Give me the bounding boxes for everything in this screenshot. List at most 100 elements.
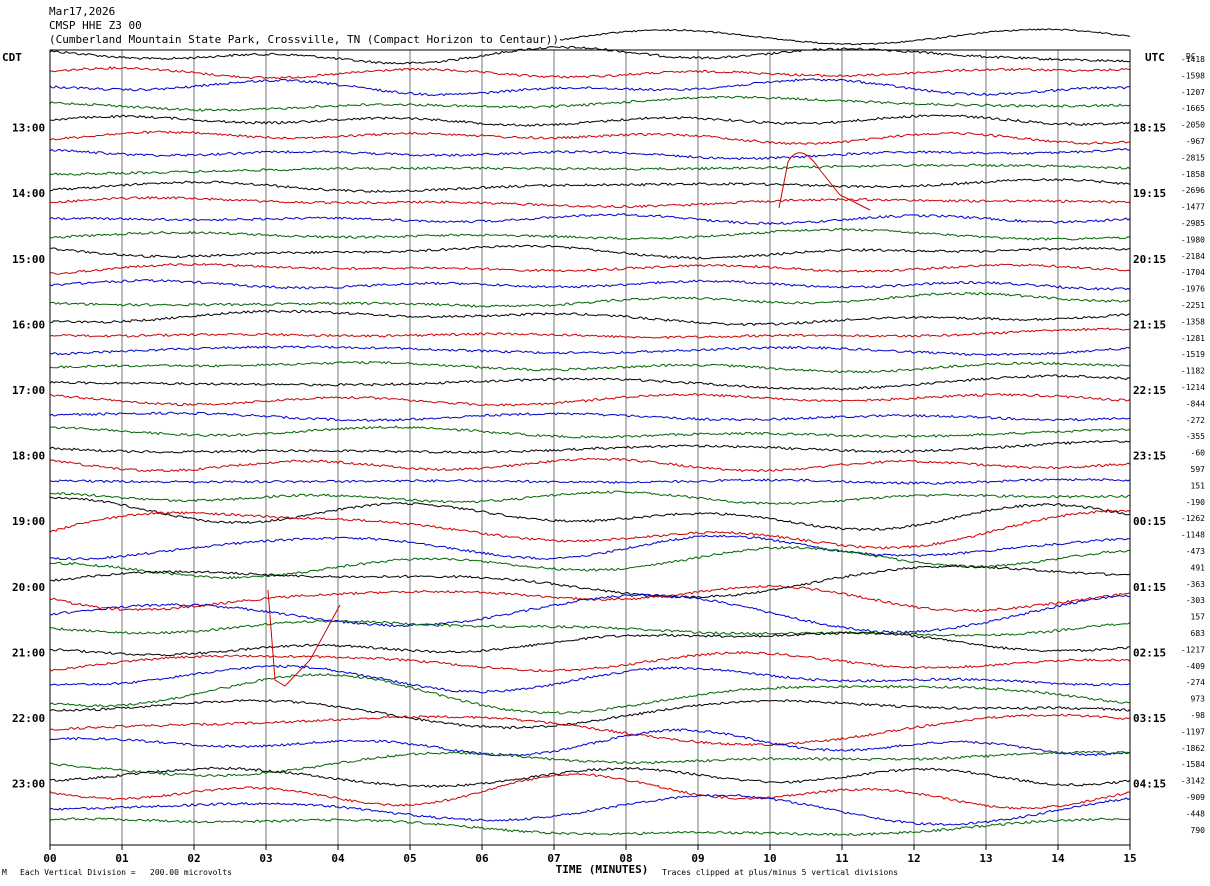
cdt-hour-label: 20:00 <box>12 581 45 594</box>
seismic-trace <box>778 152 871 211</box>
dc-offset-label: 157 <box>1191 613 1206 622</box>
cdt-hour-label: 17:00 <box>12 384 45 397</box>
cdt-hour-label: 23:00 <box>12 778 45 791</box>
dc-offset-label: -355 <box>1186 432 1205 441</box>
seismic-trace <box>49 509 1131 550</box>
seismic-trace <box>49 291 1131 308</box>
dc-offset-label: -1858 <box>1181 170 1205 179</box>
dc-offset-label: -272 <box>1186 416 1205 425</box>
seismic-trace <box>49 360 1131 374</box>
dc-offset-label: 491 <box>1191 563 1206 572</box>
seismic-trace <box>49 195 1131 209</box>
x-tick-label: 04 <box>331 852 345 865</box>
dc-offset-label: -1584 <box>1181 760 1205 769</box>
seismic-trace <box>49 728 1131 757</box>
seismic-trace <box>267 589 341 687</box>
dc-offset-label: -2696 <box>1181 186 1205 195</box>
dc-offset-label: -909 <box>1186 793 1205 802</box>
dc-offset-label: -1262 <box>1181 514 1205 523</box>
dc-offset-label: -303 <box>1186 596 1205 605</box>
dc-offset-label: -2184 <box>1181 252 1205 261</box>
dc-offset-label: 790 <box>1191 826 1206 835</box>
dc-offset-label: -1197 <box>1181 727 1205 736</box>
seismic-trace <box>49 457 1131 473</box>
x-tick-label: 05 <box>403 852 416 865</box>
seismic-trace <box>49 163 1131 176</box>
dc-offset-label: -1976 <box>1181 285 1205 294</box>
seismic-trace <box>49 95 1131 112</box>
dc-offset-label: -1182 <box>1181 367 1205 376</box>
dc-offset-label: -1477 <box>1181 203 1205 212</box>
station-location: (Cumberland Mountain State Park, Crossvi… <box>49 33 559 46</box>
seismic-trace <box>49 477 1131 485</box>
utc-hour-label: 21:15 <box>1133 318 1166 331</box>
seismic-trace <box>49 278 1131 291</box>
seismic-traces <box>49 28 1131 837</box>
utc-hour-label: 00:15 <box>1133 515 1166 528</box>
utc-hour-label: 20:15 <box>1133 253 1166 266</box>
dc-offset-label: 151 <box>1191 481 1206 490</box>
x-tick-label: 13 <box>979 852 992 865</box>
seismic-trace <box>49 773 1131 810</box>
dc-offset-label: 597 <box>1191 465 1206 474</box>
seismic-trace <box>49 672 1131 715</box>
dc-offset-label: -473 <box>1186 547 1205 556</box>
dc-offset-label: -1418 <box>1181 55 1205 64</box>
dc-offset-label: -190 <box>1186 498 1205 507</box>
cdt-hour-label: 18:00 <box>12 450 45 463</box>
dc-offset-label: -1207 <box>1181 88 1205 97</box>
utc-hour-label: 18:15 <box>1133 122 1166 135</box>
dc-offset-label: -1665 <box>1181 104 1205 113</box>
dc-offset-label: -1980 <box>1181 235 1205 244</box>
x-tick-label: 08 <box>619 852 632 865</box>
station-code: CMSP HHE Z3 00 <box>49 19 142 32</box>
dc-offset-label: -1519 <box>1181 350 1205 359</box>
dc-offset-label: -448 <box>1186 809 1205 818</box>
dc-header: DC <box>1186 52 1196 61</box>
seismic-trace <box>49 650 1131 673</box>
dc-offset-label: -1862 <box>1181 744 1205 753</box>
seismic-trace <box>49 545 1131 580</box>
seismic-trace <box>49 699 1131 730</box>
seismic-trace <box>49 817 1131 837</box>
seismic-trace <box>49 490 1131 505</box>
seismic-trace <box>49 713 1131 747</box>
corner-mark: M <box>2 868 7 877</box>
cdt-hour-label: 16:00 <box>12 318 45 331</box>
seismic-trace <box>49 327 1131 340</box>
seismic-trace <box>49 45 1131 65</box>
dc-offset-label: -3142 <box>1181 777 1205 786</box>
utc-hour-label: 03:15 <box>1133 712 1166 725</box>
seismic-trace <box>49 534 1131 561</box>
cdt-hour-label: 21:00 <box>12 646 45 659</box>
x-tick-label: 15 <box>1123 852 1136 865</box>
seismic-trace <box>49 631 1131 657</box>
axis-labels: 00 01 02 03 04 05 06 07 08 09 10 11 12 13 14 15 TIME (MI… <box>2 51 1205 876</box>
seismic-trace <box>49 309 1131 327</box>
vertical-division-note: Each Vertical Division = 200.00 microvol… <box>20 868 232 877</box>
dc-offset-label: -1704 <box>1181 268 1205 277</box>
seismic-trace <box>49 262 1131 275</box>
seismic-trace <box>49 345 1131 357</box>
dc-offset-label: -1214 <box>1181 383 1205 392</box>
dc-offset-label: -409 <box>1186 662 1205 671</box>
utc-hour-label: 19:15 <box>1133 187 1166 200</box>
utc-hour-label: 02:15 <box>1133 646 1166 659</box>
clip-note: Traces clipped at plus/minus 5 vertical … <box>662 868 899 877</box>
seismic-trace <box>49 619 1131 637</box>
x-tick-label: 12 <box>907 852 920 865</box>
x-tick-label: 02 <box>187 852 200 865</box>
x-tick-label: 06 <box>475 852 489 865</box>
dc-offset-label: 973 <box>1191 695 1206 704</box>
seismic-trace <box>49 425 1131 439</box>
dc-offset-label: -2050 <box>1181 121 1205 130</box>
seismic-trace <box>50 66 1131 80</box>
x-tick-label: 03 <box>259 852 272 865</box>
seismic-trace <box>50 244 1131 260</box>
seismic-trace <box>49 440 1131 454</box>
dc-offset-label: -967 <box>1186 137 1205 146</box>
dc-offset-label: -1358 <box>1181 317 1205 326</box>
dc-offset-label: -1217 <box>1181 645 1205 654</box>
dc-offset-label: -1281 <box>1181 334 1205 343</box>
